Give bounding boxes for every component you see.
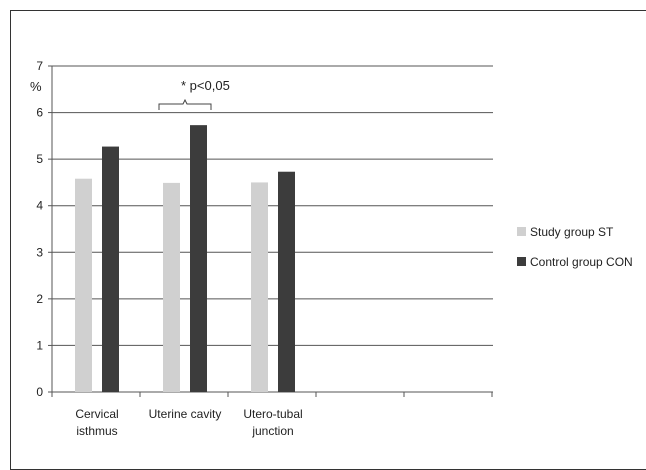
significance-text: * p<0,05	[181, 78, 230, 93]
y-tick-label: 2	[36, 292, 43, 306]
bar-study-1	[163, 182, 180, 392]
bar-control-2	[278, 171, 295, 392]
y-tick-label: 7	[36, 59, 43, 73]
x-axis-ticks	[51, 392, 493, 397]
x-tick-label: Cervical	[75, 407, 118, 421]
bar-study-2	[251, 182, 268, 392]
significance-annotation: * p<0,05	[158, 78, 230, 110]
y-tick-label: 0	[36, 385, 43, 399]
legend-label: Study group ST	[530, 225, 614, 239]
y-axis-label: %	[30, 79, 42, 94]
x-tick-label: junction	[251, 424, 293, 438]
x-tick-label: Uterine cavity	[149, 407, 222, 421]
x-tick-label: Utero-tubal	[243, 407, 302, 421]
legend-swatch	[517, 227, 526, 236]
x-tick-label: isthmus	[76, 424, 117, 438]
bar-chart: 0 1 2 3 4 5 6 7 % Cervical isthmus Uterine cavity…	[30, 59, 633, 438]
y-tick-label: 1	[36, 338, 43, 352]
bars	[75, 125, 295, 392]
legend: Study group ST Control group CON	[517, 225, 633, 269]
y-tick-label: 4	[36, 199, 43, 213]
legend-label: Control group CON	[530, 255, 633, 269]
gridlines	[52, 65, 493, 346]
y-tick-label: 6	[36, 106, 43, 120]
y-axis-ticks: 0 1 2 3 4 5 6 7	[36, 59, 52, 399]
y-tick-label: 5	[36, 152, 43, 166]
bar-study-0	[75, 178, 92, 392]
bar-control-1	[190, 125, 207, 392]
y-tick-label: 3	[36, 245, 43, 259]
bar-control-0	[102, 146, 119, 392]
legend-swatch	[517, 257, 526, 266]
significance-bracket	[158, 98, 212, 110]
x-axis-labels: Cervical isthmus Uterine cavity Utero-tubal…	[75, 407, 302, 438]
